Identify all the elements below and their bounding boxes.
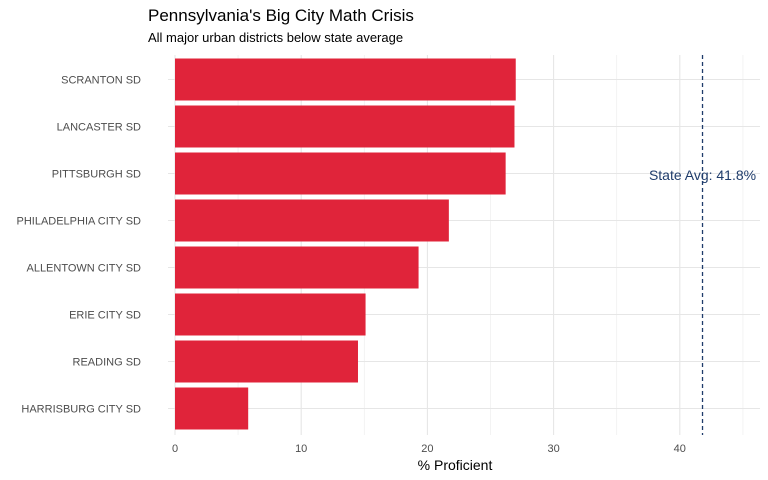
x-tick-label: 20	[421, 443, 433, 455]
category-label: READING SD	[73, 357, 142, 369]
bar	[175, 152, 506, 195]
category-label: PITTSBURGH SD	[52, 169, 141, 181]
bar	[175, 58, 516, 101]
state-average-label: State Avg: 41.8%	[649, 167, 756, 183]
axes: SCRANTON SD LANCASTER SD PITTSBURGH SD PHIL…	[16, 75, 685, 456]
x-axis-label: % Proficient	[418, 457, 493, 473]
chart-subtitle: All major urban districts below state av…	[148, 30, 403, 45]
x-tick-label: 10	[295, 443, 307, 455]
x-tick-label: 30	[547, 443, 559, 455]
chart-title: Pennsylvania's Big City Math Crisis	[148, 6, 414, 25]
bar	[175, 340, 358, 383]
category-label: ERIE CITY SD	[69, 310, 141, 322]
bar	[175, 387, 249, 430]
category-label: ALLENTOWN CITY SD	[26, 263, 141, 275]
category-label: PHILADELPHIA CITY SD	[16, 216, 141, 228]
bar	[175, 199, 449, 242]
bar	[175, 293, 366, 336]
category-label: HARRISBURG CITY SD	[21, 404, 141, 416]
bar	[175, 105, 515, 148]
bars	[175, 58, 516, 430]
category-label: LANCASTER SD	[57, 122, 141, 134]
reference-line-group: State Avg: 41.8%	[649, 55, 756, 435]
x-tick-label: 40	[674, 443, 686, 455]
category-label: SCRANTON SD	[61, 75, 141, 87]
bar	[175, 246, 419, 289]
x-tick-label: 0	[172, 443, 178, 455]
